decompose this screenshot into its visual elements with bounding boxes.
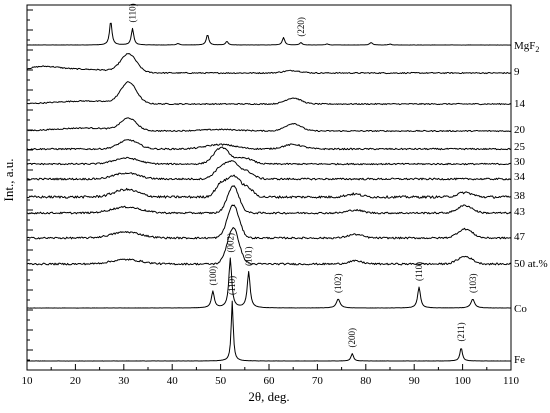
peak-annotation: (103) — [468, 274, 478, 294]
x-tick-label: 110 — [503, 375, 520, 387]
x-axis-ticks: 10 20 30 40 50 60 70 80 90 100 110 — [22, 364, 520, 387]
series-label: 14 — [514, 98, 526, 110]
peak-annotation: (100) — [208, 266, 218, 286]
x-tick-label: 80 — [360, 375, 372, 387]
x-tick-label: 70 — [312, 375, 324, 387]
series-traces — [26, 22, 512, 362]
series-line — [26, 117, 512, 133]
x-tick-label: 90 — [409, 375, 421, 387]
x-tick-label: 60 — [264, 375, 276, 387]
x-tick-label: 20 — [70, 375, 82, 387]
y-axis-ticks — [27, 9, 33, 361]
series-line — [26, 257, 512, 309]
series-line — [26, 174, 512, 199]
series-line — [26, 22, 512, 46]
peak-annotation: (110) — [227, 276, 237, 295]
series-label: 20 — [514, 124, 526, 136]
x-tick-label: 10 — [22, 375, 34, 387]
series-label: 34 — [514, 171, 526, 183]
series-label: Fe — [514, 354, 525, 366]
series-line — [26, 300, 512, 362]
peak-annotation: (200) — [347, 328, 357, 348]
series-line — [26, 160, 512, 181]
series-line — [26, 139, 512, 151]
series-label: 25 — [514, 141, 526, 153]
x-tick-label: 100 — [454, 375, 471, 387]
peak-annotation: (102) — [333, 274, 343, 294]
series-label: 47 — [514, 231, 526, 243]
series-line — [26, 227, 512, 266]
peak-annotation: (220) — [296, 17, 306, 37]
series-line — [26, 185, 512, 215]
series-label: MgF2 — [514, 40, 539, 54]
peak-annotation: (110) — [414, 262, 424, 281]
y-axis-title: Int., a.u. — [1, 159, 16, 202]
x-axis-title: 2θ, deg. — [248, 389, 289, 404]
series-label: 38 — [514, 190, 526, 202]
series-line — [26, 53, 512, 75]
series-label: 50 at.% — [514, 258, 548, 270]
x-tick-label: 50 — [215, 375, 227, 387]
series-label: Co — [514, 303, 527, 315]
series-labels: MgF2 9 14 20 25 30 34 38 43 47 50 at.% Co Fe — [514, 40, 548, 366]
x-tick-label: 30 — [118, 375, 130, 387]
peak-annotation: (002) — [225, 233, 235, 253]
series-label: 30 — [514, 156, 526, 168]
peak-annotation: (211) — [456, 322, 466, 341]
peak-annotation: (110) — [128, 3, 138, 22]
series-line — [26, 204, 512, 240]
x-tick-label: 40 — [167, 375, 179, 387]
peak-annotations: (110) (220) (100) (002) (101) (102) (110) (103)… — [128, 3, 478, 347]
series-line — [26, 146, 512, 166]
peak-annotation: (101) — [244, 247, 254, 267]
series-line — [26, 81, 512, 106]
series-label: 9 — [514, 66, 520, 78]
series-label: 43 — [514, 206, 526, 218]
